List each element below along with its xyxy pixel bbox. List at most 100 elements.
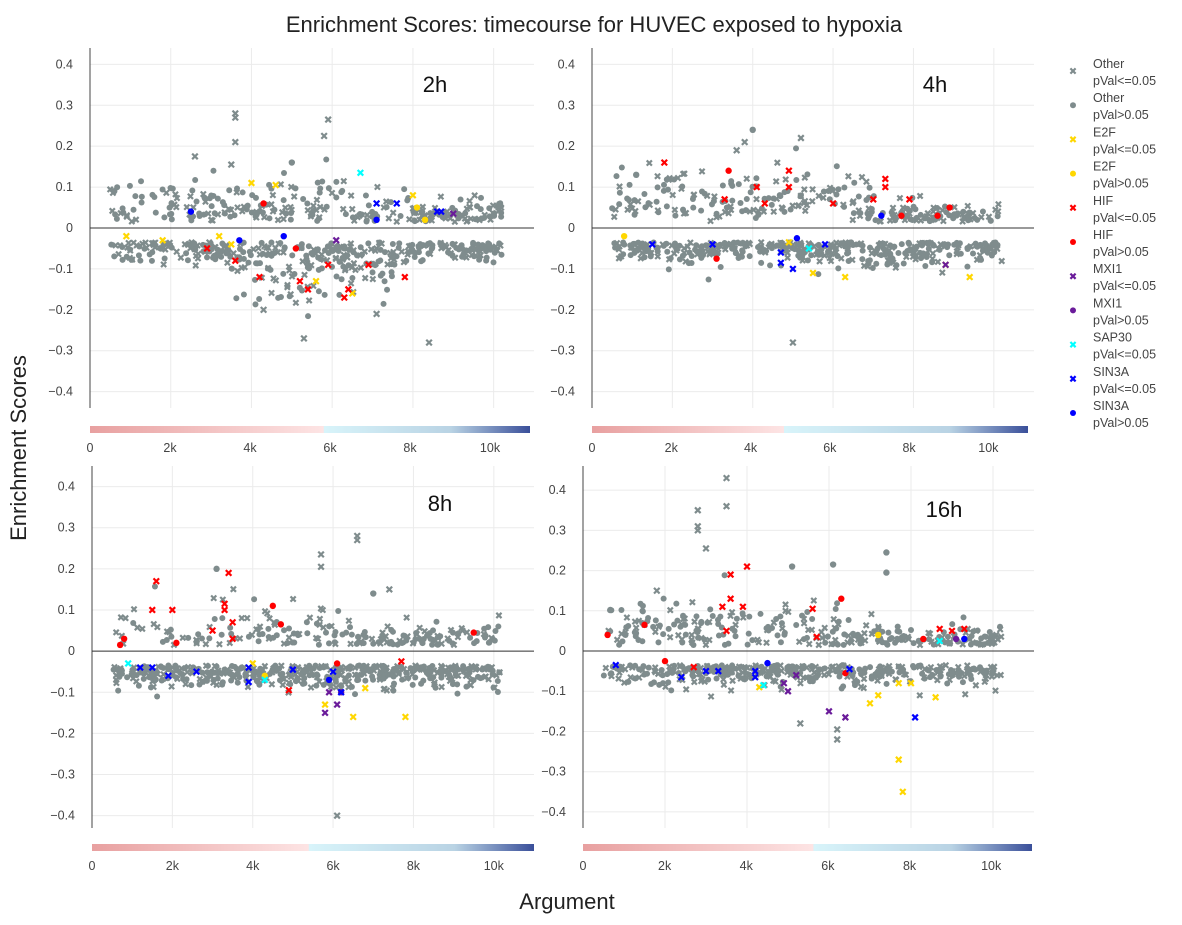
legend-item-e2f-sig[interactable]: E2F pVal<=0.05 [1069, 125, 1156, 156]
background-point [167, 626, 174, 633]
legend-item-other-nonsig[interactable]: Other pVal>0.05 [1070, 91, 1149, 122]
background-point [138, 625, 146, 633]
x-tick-label: 8k [902, 441, 916, 455]
background-point [301, 680, 308, 687]
background-point [172, 190, 179, 198]
x-tick-label: 6k [323, 441, 337, 455]
background-point [357, 244, 364, 251]
legend-item-sin3a-nonsig[interactable]: SIN3A pVal>0.05 [1070, 399, 1149, 430]
background-point [163, 636, 170, 643]
background-point [169, 669, 177, 677]
background-point [355, 662, 362, 669]
background-point [767, 262, 774, 269]
point-e2f-sig [349, 713, 357, 721]
background-point [298, 287, 305, 294]
background-point [698, 207, 705, 214]
background-point [729, 677, 736, 685]
background-point [702, 641, 710, 649]
background-point [372, 662, 380, 670]
background-point [389, 241, 396, 248]
background-point [460, 251, 467, 258]
x-tick-label: 8k [407, 859, 421, 873]
background-point [347, 640, 354, 648]
background-point [350, 259, 358, 267]
legend-item-mxi1-sig[interactable]: MXI1 pVal<=0.05 [1069, 262, 1156, 293]
background-point [342, 675, 349, 682]
legend-item-sin3a-sig[interactable]: SIN3A pVal<=0.05 [1069, 365, 1156, 396]
background-point [949, 621, 956, 628]
panels: 0.4 0.3 0.2 0.1 0 −0.1 −0.2 −0.3 −0.4 2h 0 2k 4k 6k 8k… [48, 48, 1034, 873]
background-point [641, 191, 648, 198]
x-tick-label: 0 [89, 859, 96, 873]
y-tick-label: 0.4 [58, 480, 75, 494]
background-point [497, 203, 504, 210]
background-point [382, 632, 390, 640]
point-hif-sig [727, 571, 735, 579]
background-point [365, 202, 372, 209]
background-point [989, 668, 996, 675]
background-point [676, 256, 683, 263]
background-point [484, 663, 491, 670]
background-point [287, 290, 295, 298]
point-hif-sig [229, 635, 237, 643]
background-point [189, 187, 196, 194]
legend-sublabel: pVal<=0.05 [1093, 348, 1156, 362]
background-point [769, 625, 776, 632]
background-point [988, 252, 995, 259]
background-point [245, 633, 252, 640]
point-hif-sig [203, 244, 211, 253]
background-point [907, 216, 914, 223]
background-point [994, 636, 1002, 643]
point-hif-sig [727, 595, 735, 603]
background-point [455, 246, 462, 253]
y-tick-label: 0.2 [56, 139, 73, 153]
background-point [431, 679, 439, 686]
background-point [866, 244, 873, 251]
legend-item-e2f-nonsig[interactable]: E2F pVal>0.05 [1070, 160, 1149, 191]
y-tick-label: 0.1 [558, 180, 575, 194]
x-tick-label: 6k [823, 441, 837, 455]
background-point [874, 677, 881, 685]
background-point [256, 631, 263, 638]
legend-item-hif-sig[interactable]: HIF pVal<=0.05 [1069, 194, 1156, 225]
background-point [815, 641, 823, 649]
background-point [293, 668, 301, 676]
background-point [305, 243, 312, 250]
legend-item-mxi1-nonsig[interactable]: MXI1 pVal>0.05 [1070, 296, 1149, 327]
background-point [845, 617, 852, 624]
legend-item-hif-nonsig[interactable]: HIF pVal>0.05 [1070, 228, 1149, 259]
background-point [902, 250, 909, 257]
background-point [896, 628, 903, 635]
background-point [638, 249, 646, 257]
background-point [317, 185, 324, 192]
background-point [130, 620, 137, 627]
background-point [698, 168, 706, 175]
point-other-sig [694, 506, 702, 514]
background-point [721, 572, 728, 579]
background-point [707, 217, 714, 225]
point-hif-sig [869, 195, 877, 203]
background-point [377, 640, 384, 647]
background-point [335, 607, 342, 614]
background-point [152, 242, 159, 249]
background-point [746, 253, 753, 260]
legend-item-other-sig[interactable]: Other pVal<=0.05 [1069, 57, 1156, 88]
x-tick-label: 4k [246, 859, 260, 873]
point-hif-sig [936, 625, 944, 633]
background-point [820, 188, 827, 195]
legend-marker-x [1069, 136, 1077, 143]
legend-item-sap30-sig[interactable]: SAP30 pVal<=0.05 [1069, 331, 1156, 362]
background-point [412, 674, 419, 681]
data-points [620, 126, 974, 347]
background-point [471, 192, 479, 199]
background-point [240, 249, 247, 256]
background-point [679, 639, 686, 646]
point-hif-nonsig [920, 635, 927, 643]
background-point [679, 170, 687, 178]
y-tick-label: 0 [68, 644, 75, 658]
background-point [479, 242, 486, 249]
background-point [660, 181, 667, 188]
background-point [229, 585, 237, 593]
background-point [660, 187, 667, 194]
background-point [320, 624, 327, 631]
